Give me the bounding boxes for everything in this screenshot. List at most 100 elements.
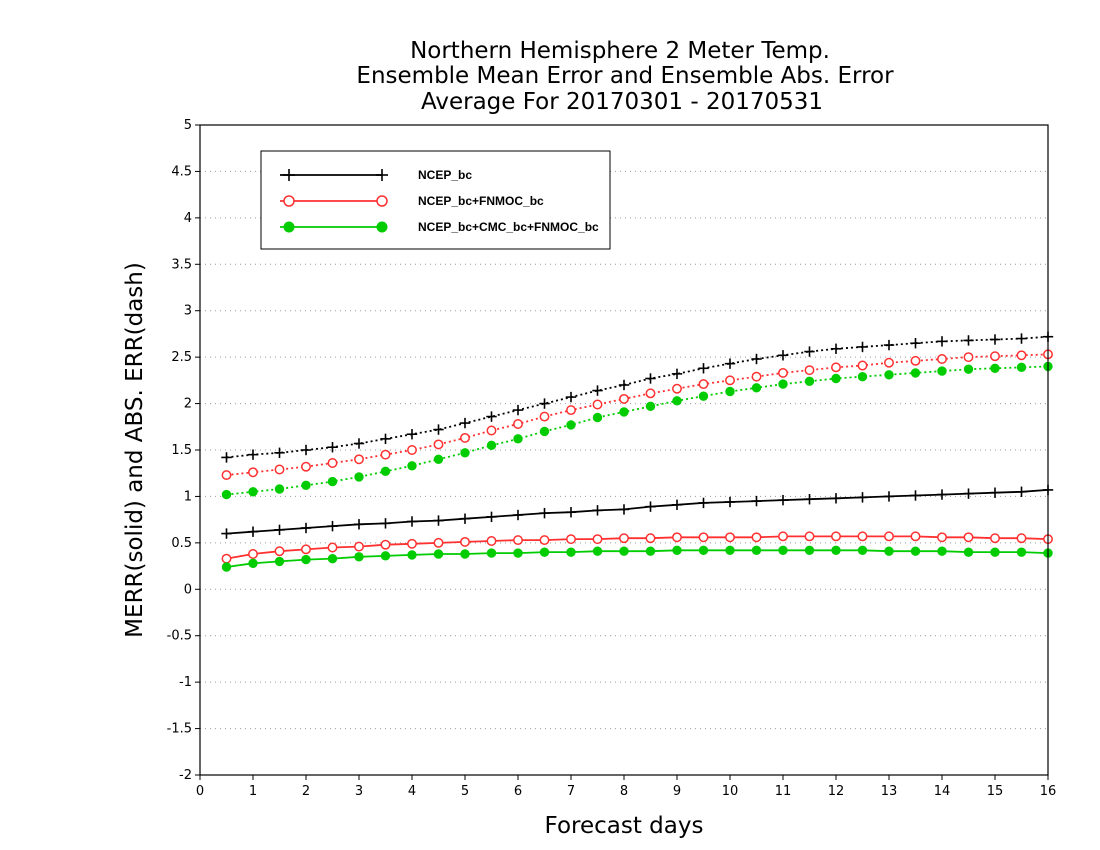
legend-label: NCEP_bc+CMC_bc+FNMOC_bc: [418, 220, 599, 234]
abs-err-point: [1016, 350, 1027, 361]
x-tick-label: 4: [408, 784, 416, 799]
abs-err-point: [512, 404, 524, 416]
y-axis-title: MERR(solid) and ABS. ERR(dash): [122, 262, 148, 638]
y-tick-label: 3.5: [171, 257, 192, 272]
abs-err-point: [566, 420, 576, 430]
abs-err-point: [936, 336, 948, 347]
merr-point: [221, 553, 232, 564]
legend-label: NCEP_bc+FNMOC_bc: [418, 194, 544, 208]
series-group: [221, 331, 1054, 572]
legend-label: NCEP_bc: [418, 168, 472, 182]
abs-err-point: [592, 412, 603, 423]
merr-point: [857, 531, 868, 542]
abs-err-point: [327, 476, 338, 487]
chart-title: Northern Hemisphere 2 Meter Temp. Ensemb…: [356, 38, 894, 115]
abs-err-point: [460, 432, 470, 443]
y-tick-label: 1.5: [171, 443, 192, 458]
abs-err-point: [327, 458, 338, 468]
abs-err-point: [274, 447, 285, 458]
abs-err-point: [910, 355, 921, 366]
merr-point: [433, 537, 444, 548]
abs-err-point: [433, 439, 444, 450]
y-tick-label: 0: [184, 582, 192, 597]
merr-point: [804, 494, 815, 505]
merr-point: [618, 504, 630, 515]
merr-point: [327, 553, 338, 564]
merr-point: [486, 536, 497, 546]
abs-err-point: [433, 454, 444, 464]
abs-err-point: [247, 449, 259, 460]
abs-err-point: [539, 411, 550, 422]
y-tick-label: -2: [179, 768, 192, 783]
merr-point: [963, 547, 974, 557]
abs-err-point: [460, 448, 470, 458]
x-tick-label: 7: [567, 784, 575, 799]
merr-point: [830, 493, 842, 504]
merr-point: [937, 546, 947, 556]
merr-point: [512, 509, 524, 521]
abs-err-point: [645, 401, 656, 412]
merr-point: [645, 501, 656, 512]
merr-point: [592, 534, 603, 545]
abs-err-point: [857, 360, 868, 371]
abs-err-point: [778, 379, 788, 389]
merr-point: [884, 531, 894, 542]
y-tick-label: 2.5: [171, 350, 192, 365]
abs-err-point: [513, 434, 523, 444]
legend-marker: [376, 169, 388, 181]
abs-err-point: [327, 442, 338, 453]
abs-err-point: [619, 407, 629, 417]
y-tick-label: -0.5: [167, 629, 192, 644]
legend-marker: [283, 195, 295, 207]
merr-point: [698, 545, 709, 555]
merr-point: [937, 532, 947, 543]
merr-point: [566, 547, 576, 557]
merr-point: [671, 499, 683, 510]
merr-point: [353, 519, 365, 530]
legend-box: [260, 150, 611, 250]
abs-err-point: [566, 405, 576, 416]
abs-err-point: [672, 383, 682, 394]
abs-err-point: [407, 445, 417, 455]
abs-err-point: [486, 425, 497, 436]
abs-err-point: [1016, 362, 1027, 373]
legend: NCEP_bc NCEP_bc+FNMOC_bc NCEP_bc+CMC_bc+FN…: [260, 150, 611, 250]
merr-point: [327, 542, 338, 553]
y-tick-label: 1: [184, 489, 192, 504]
merr-point: [486, 511, 497, 523]
x-tick-label: 11: [775, 784, 792, 799]
x-tick-label: 2: [302, 784, 310, 799]
legend-marker: [376, 221, 388, 233]
merr-point: [910, 546, 921, 556]
merr-line: [226, 535, 1049, 560]
abs-err-point: [221, 452, 232, 463]
abs-err-point: [619, 393, 629, 404]
merr-point: [883, 491, 895, 502]
legend-marker: [283, 221, 295, 233]
abs-err-point: [963, 335, 974, 346]
merr-point: [221, 562, 232, 572]
merr-point: [910, 531, 921, 542]
merr-line: [226, 489, 1049, 535]
abs-err-point: [989, 334, 1001, 345]
merr-point: [301, 544, 311, 555]
merr-point: [592, 546, 603, 556]
abs-err-point: [645, 373, 656, 384]
abs-err-point: [592, 385, 603, 396]
x-tick-label: 14: [934, 784, 951, 799]
merr-point: [539, 547, 550, 557]
merr-point: [354, 552, 364, 562]
x-tick-label: 16: [1040, 784, 1057, 799]
merr-point: [672, 545, 682, 555]
merr-point: [513, 535, 523, 546]
abs-err-point: [274, 484, 285, 494]
merr-point: [566, 534, 576, 545]
abs-err-point: [725, 386, 735, 397]
abs-err-line: [226, 365, 1049, 496]
merr-point: [804, 531, 815, 542]
x-tick-label: 5: [461, 784, 469, 799]
abs-err-point: [565, 391, 577, 403]
abs-err-point: [592, 399, 603, 410]
abs-err-point: [751, 383, 762, 393]
abs-err-point: [380, 466, 391, 477]
